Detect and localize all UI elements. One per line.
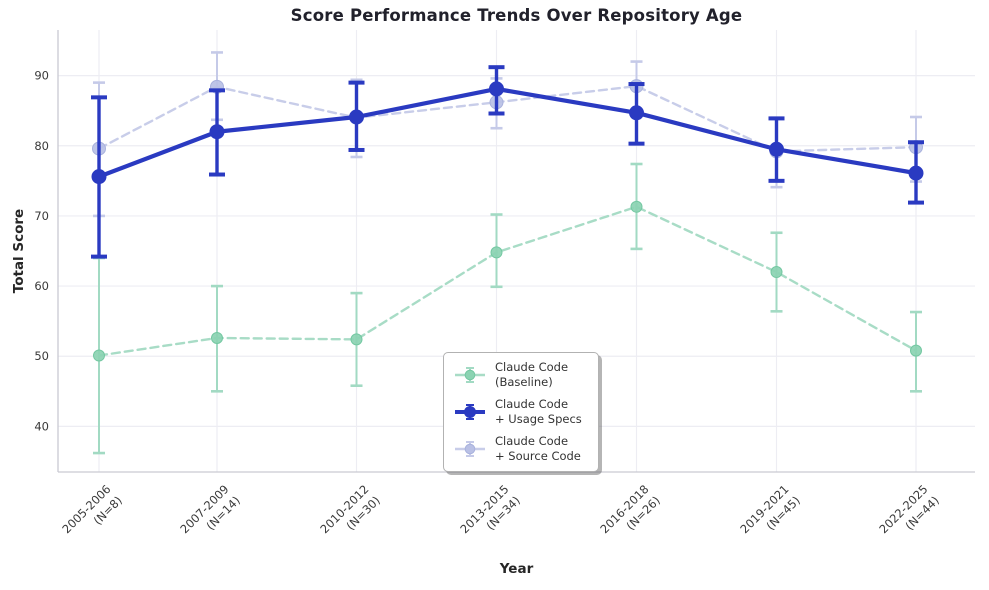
legend-label: Claude Code (Baseline): [495, 360, 569, 389]
data-point-marker: [910, 344, 922, 357]
data-point-marker: [630, 200, 643, 213]
data-point-marker: [489, 81, 504, 97]
data-point-marker: [490, 246, 503, 259]
data-point-marker: [770, 266, 783, 279]
y-tick-label: 70: [34, 209, 49, 223]
data-point-marker: [211, 331, 223, 344]
y-tick-labels: 40 50 60 70 80 90: [34, 69, 49, 434]
errorbar-marker-icon: [455, 366, 485, 383]
legend-item: Claude Code + Source Code: [453, 434, 589, 464]
legend-item: Claude Code (Baseline): [453, 360, 589, 390]
series-line: [97, 205, 918, 357]
series-baseline: [93, 162, 922, 455]
data-point-marker: [91, 169, 107, 185]
legend-item: Claude Code + Usage Specs: [453, 397, 589, 427]
errorbar-marker-icon: [455, 440, 485, 457]
y-tick-label: 40: [34, 419, 49, 433]
series-usage-specs: [91, 65, 924, 259]
y-tick-label: 60: [34, 279, 49, 293]
errorbar-marker-icon: [455, 403, 485, 420]
x-axis-label: Year: [499, 561, 534, 577]
data-point-marker: [349, 109, 364, 125]
legend: Claude Code (Baseline) Claude Code + Usage …: [443, 352, 599, 472]
legend-label: Claude Code + Usage Specs: [495, 396, 582, 426]
data-point-marker: [629, 105, 644, 121]
data-point-marker: [908, 165, 924, 181]
y-tick-label: 80: [34, 139, 49, 153]
data-point-marker: [209, 124, 225, 140]
legend-label: Claude Code + Source Code: [495, 433, 581, 463]
y-tick-label: 90: [34, 69, 49, 83]
chart-title: Score Performance Trends Over Repository…: [290, 6, 743, 25]
data-point-marker: [350, 333, 363, 346]
y-tick-label: 50: [34, 349, 49, 363]
data-point-marker: [769, 141, 784, 157]
data-point-marker: [93, 349, 105, 362]
